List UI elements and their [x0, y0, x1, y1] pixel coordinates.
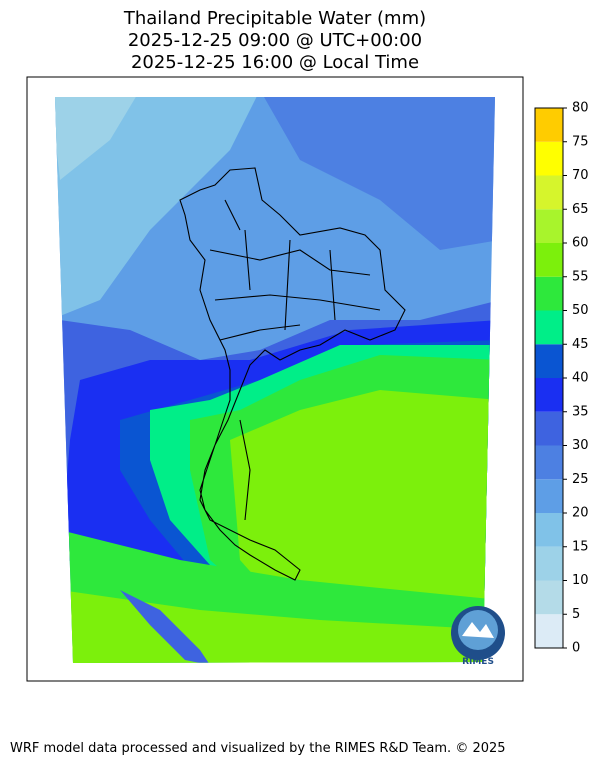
colorbar-tick-label: 70 — [572, 168, 589, 183]
logo: RIMES — [451, 606, 505, 667]
colorbar-bin — [535, 546, 563, 581]
colorbar-tick-label: 45 — [572, 337, 589, 352]
colorbar-bin — [535, 108, 563, 142]
colorbar-bin — [535, 580, 563, 615]
colorbar-tick-label: 40 — [572, 371, 589, 386]
colorbar-tick-label: 20 — [572, 506, 589, 521]
colorbar-bin — [535, 344, 563, 378]
colorbar-bin — [535, 378, 563, 412]
colorbar-bin — [535, 141, 563, 176]
title-line: 2025-12-25 16:00 @ Local Time — [131, 52, 419, 73]
colorbar: 0 5 10 15 20 25 30 35 40 45 50 55 60 65 70 75 80 — [534, 101, 589, 656]
colorbar-tick-label: 65 — [572, 202, 589, 217]
colorbar-tick-label: 30 — [572, 438, 589, 453]
colorbar-tick-label: 5 — [572, 607, 580, 622]
colorbar-tick-label: 55 — [572, 269, 589, 284]
title-line: 2025-12-25 09:00 @ UTC+00:00 — [128, 30, 422, 51]
colorbar-tick-label: 10 — [572, 573, 589, 588]
colorbar-tick-label: 15 — [572, 539, 589, 554]
colorbar-tick-label: 0 — [572, 641, 580, 656]
colorbar-bin — [535, 445, 563, 480]
colorbar-tick-label: 60 — [572, 236, 589, 251]
colorbar-bin — [535, 276, 563, 311]
logo-text: RIMES — [462, 657, 494, 667]
colorbar-bin — [535, 411, 563, 446]
colorbar-bin — [535, 175, 563, 210]
colorbar-bin — [535, 513, 563, 547]
colorbar-bin — [535, 614, 563, 648]
colorbar-bin — [535, 479, 563, 513]
colorbar-tick-label: 25 — [572, 472, 589, 487]
colorbar-tick-label: 75 — [572, 134, 589, 149]
colorbar-bin — [535, 243, 563, 277]
colorbar-bin — [535, 209, 563, 243]
country-borders — [179, 167, 406, 581]
footer-text: WRF model data processed and visualized … — [10, 741, 506, 756]
map-frame — [26, 76, 524, 682]
colorbar-bin — [535, 310, 563, 345]
map-field — [55, 97, 495, 663]
colorbar-tick-label: 35 — [572, 404, 589, 419]
colorbar-tick-label: 80 — [572, 101, 589, 116]
title-line: Thailand Precipitable Water (mm) — [123, 8, 426, 29]
colorbar-tick-label: 50 — [572, 303, 589, 318]
